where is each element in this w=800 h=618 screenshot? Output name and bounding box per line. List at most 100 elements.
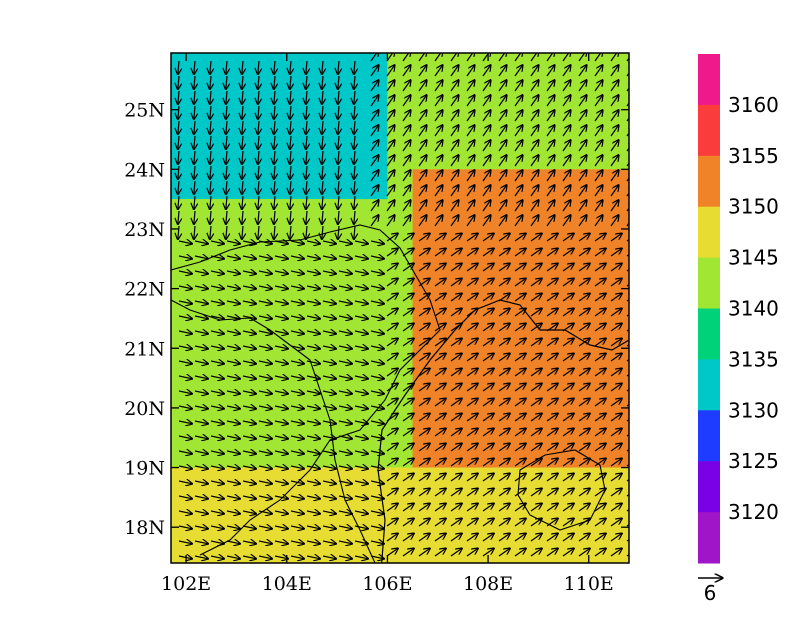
wind-vector (402, 80, 410, 92)
wind-vector (242, 361, 256, 364)
wind-vector (482, 369, 494, 377)
wind-vector (242, 421, 256, 424)
wind-vector (226, 481, 240, 484)
wind-vector (322, 271, 336, 274)
wind-vector (418, 125, 426, 137)
wind-vector (530, 429, 542, 437)
wind-vector (530, 170, 538, 182)
wind-vector (434, 474, 446, 482)
wind-vector (418, 384, 430, 392)
wind-vector (498, 459, 510, 467)
wind-vector (338, 376, 352, 379)
wind-vector (514, 444, 526, 452)
wind-vector (338, 406, 352, 409)
wind-vector (562, 489, 574, 497)
wind-vector (338, 481, 352, 484)
wind-vector (466, 140, 474, 152)
wind-vector (578, 459, 590, 467)
wind-vector (450, 459, 462, 467)
wind-vector (418, 489, 430, 497)
wind-vector (242, 165, 243, 179)
wind-vector (530, 534, 542, 542)
wind-vector (210, 301, 224, 304)
wind-vector (514, 80, 522, 92)
wind-vector (370, 110, 378, 122)
wind-vector (594, 339, 606, 347)
wind-vector (210, 105, 211, 119)
wind-vector (578, 234, 590, 242)
wind-vector (626, 185, 629, 197)
wind-vector (274, 526, 288, 529)
wind-vector (306, 180, 307, 194)
wind-vector (402, 140, 410, 152)
wind-vector (482, 53, 490, 62)
wind-vector (402, 414, 414, 422)
wind-vector (226, 316, 240, 319)
wind-vector (226, 376, 240, 379)
colorbar-label: 3125 (728, 449, 779, 473)
wind-vector (178, 481, 192, 484)
wind-vector (594, 444, 606, 452)
wind-vector (274, 451, 288, 454)
wind-vector (370, 80, 378, 92)
wind-vector (546, 444, 558, 452)
wind-vector (562, 80, 570, 92)
wind-vector (626, 170, 629, 182)
wind-vector (578, 155, 586, 167)
wind-vector (562, 125, 570, 137)
wind-vector (530, 339, 542, 347)
wind-vector (290, 256, 304, 259)
wind-vector (306, 90, 307, 104)
wind-vector (274, 120, 275, 134)
wind-vector (306, 496, 320, 499)
wind-vector (178, 241, 192, 244)
wind-vector (498, 444, 510, 452)
wind-vector (370, 301, 384, 304)
wind-vector (354, 346, 368, 349)
wind-vector (178, 331, 192, 334)
wind-vector (354, 496, 368, 499)
wind-vector (194, 316, 208, 319)
wind-vector (434, 140, 442, 152)
wind-vector (178, 556, 192, 559)
wind-vector (354, 75, 355, 89)
wind-vector (322, 286, 336, 289)
wind-vector (466, 459, 478, 467)
wind-vector (354, 271, 368, 274)
wind-vector (274, 105, 275, 119)
wind-vector (498, 53, 506, 62)
wind-vector (434, 309, 446, 317)
wind-vector (594, 80, 602, 92)
wind-vector (466, 249, 478, 257)
wind-vector (434, 504, 446, 512)
wind-vector (194, 286, 208, 289)
wind-vector (210, 391, 224, 394)
colorbar-swatch (698, 410, 720, 462)
wind-vector (530, 549, 542, 557)
y-tick-labels: 18N 19N 20N 21N 22N 23N 24N 25N (124, 100, 165, 540)
wind-vector (578, 215, 586, 227)
wind-vector (498, 249, 510, 257)
wind-vector (482, 95, 490, 107)
wind-vector (594, 474, 606, 482)
wind-vector (226, 241, 240, 244)
wind-vector (258, 256, 272, 259)
wind-vector (482, 80, 490, 92)
wind-vector (610, 414, 622, 422)
wind-vector (354, 195, 355, 209)
wind-vector (322, 466, 336, 469)
wind-vector (562, 215, 570, 227)
wind-vector (178, 406, 192, 409)
wind-vector (194, 451, 208, 454)
wind-vector (178, 466, 192, 469)
wind-vector (530, 65, 538, 77)
wind-vector (178, 301, 192, 304)
wind-vector (306, 406, 320, 409)
wind-vector (514, 215, 522, 227)
wind-vector (514, 170, 522, 182)
wind-vector (466, 489, 478, 497)
wind-vector (210, 316, 224, 319)
wind-vector (434, 444, 446, 452)
wind-vector (386, 324, 398, 332)
wind-vector (258, 105, 259, 119)
